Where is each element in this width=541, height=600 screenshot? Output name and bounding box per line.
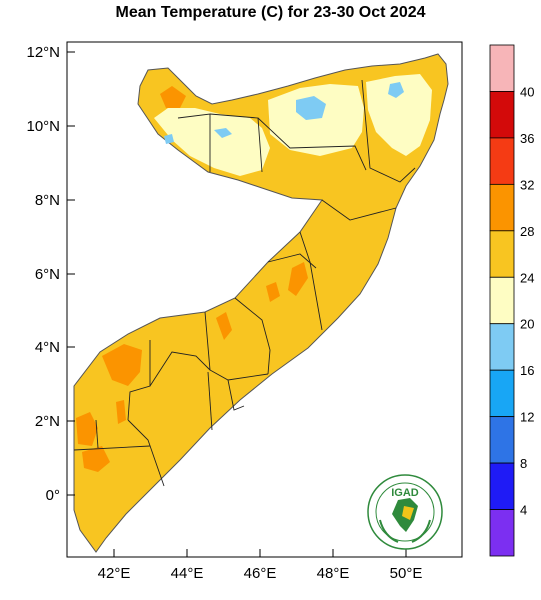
logo-inner-ring [375, 482, 435, 542]
colorbar-label: 4 [520, 503, 527, 518]
lon-axis [113, 549, 407, 557]
lat-label-4n: 4°N [35, 339, 60, 356]
zone-cool-northeast [366, 74, 432, 156]
colorbar-label: 28 [520, 224, 534, 239]
lon-label-48e: 48°E [317, 565, 350, 582]
colorbar-label: 8 [520, 456, 527, 471]
colorbar-swatch [489, 44, 515, 92]
colorbar-label: 16 [520, 363, 534, 378]
colorbar-swatch [489, 137, 515, 185]
colorbar-label: 20 [520, 317, 534, 332]
map-title: Mean Temperature (C) for 23-30 Oct 2024 [115, 4, 426, 21]
colorbar-labels: 40 36 32 28 24 20 16 12 8 4 [520, 84, 534, 517]
colorbar-label: 32 [520, 177, 534, 192]
colorbar-label: 12 [520, 410, 534, 425]
colorbar-swatch [489, 230, 515, 278]
laurel-left-icon [379, 519, 399, 543]
zone-warm-central-3 [288, 262, 308, 296]
somalia-landmass [73, 53, 449, 553]
colorbar-swatch [489, 462, 515, 510]
igad-logo: IGAD [367, 474, 443, 550]
lat-label-2n: 2°N [35, 413, 60, 430]
laurel-right-icon [411, 519, 431, 543]
zone-patch-blue-2 [388, 82, 404, 98]
zone-patch-blue-3 [214, 128, 232, 138]
colorbar-swatch [489, 183, 515, 232]
lat-label-8n: 8°N [35, 192, 60, 209]
colorbar-swatch [489, 91, 515, 139]
regional-boundaries [73, 79, 416, 487]
zone-warm-west-3 [116, 400, 126, 424]
lon-label-42e: 42°E [98, 565, 131, 582]
zone-cool-northwest [154, 108, 270, 176]
colorbar-swatch [489, 369, 515, 418]
colorbar-swatch [489, 323, 515, 371]
zone-warm-west-2 [76, 412, 98, 446]
colorbar-swatch [489, 416, 515, 464]
lat-label-12n: 12°N [26, 44, 60, 61]
lon-label-44e: 44°E [171, 565, 204, 582]
zone-warm-central-2 [266, 282, 280, 302]
colorbar-swatch [489, 276, 515, 325]
lon-label-46e: 46°E [244, 565, 277, 582]
colorbar-label: 24 [520, 270, 534, 285]
logo-text: IGAD [391, 487, 419, 499]
horn-of-africa-icon [402, 506, 414, 520]
zone-cool-north-central [268, 84, 364, 156]
lat-axis [67, 51, 75, 496]
zone-warm-northwest-coast [160, 86, 186, 108]
zone-warm-central-1 [216, 312, 232, 340]
zone-warm-southwest [82, 446, 110, 472]
zone-warm-west-1 [102, 344, 142, 386]
colorbar [489, 44, 515, 557]
colorbar-swatch [489, 509, 515, 557]
lat-label-10n: 10°N [26, 118, 60, 135]
lat-label-6n: 6°N [35, 266, 60, 283]
zone-patch-blue-1 [296, 96, 326, 120]
colorbar-label: 40 [520, 84, 534, 99]
colorbar-label: 36 [520, 131, 534, 146]
lat-label-0: 0° [46, 487, 60, 504]
zone-patch-blue-4 [164, 134, 174, 144]
lon-label-50e: 50°E [390, 565, 423, 582]
